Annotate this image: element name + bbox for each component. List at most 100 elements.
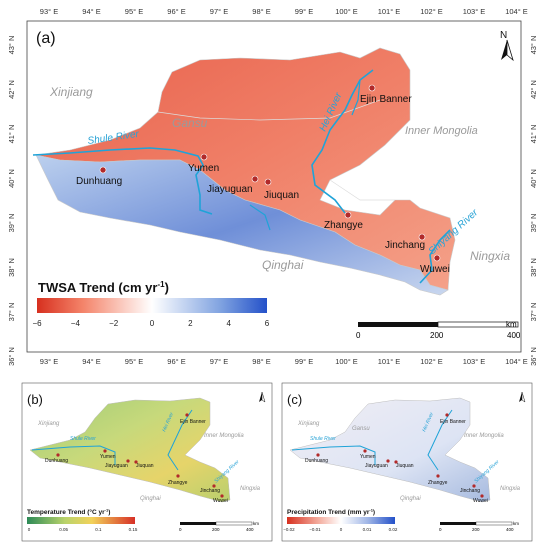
city-label: Zhangye [428, 480, 448, 486]
city-wuwei: Wuwei [420, 254, 450, 275]
panel-b-river [167, 409, 193, 471]
lon-tick-label: 102° E [420, 7, 443, 16]
city-label: Zhangye [168, 480, 188, 486]
city-label: Dunhuang [305, 458, 328, 464]
panel-b-label: (b) [27, 392, 43, 407]
colorbar-tick-label: 0.02 [389, 527, 398, 532]
city-label: Wuwei [213, 498, 228, 504]
city-jiayuguan: Jiayuguan [207, 175, 259, 195]
hei-river-branch [351, 79, 361, 116]
panel-a-bottom-ticks: 93° E 94° E 95° E 96° E 97° E 98° E 99° E 100° … [40, 357, 528, 366]
north-arrow-icon [259, 391, 266, 403]
scale-tick-0: 0 [356, 331, 361, 340]
lat-tick-label: 38° N [529, 258, 538, 277]
city-label: Ejin Banner [180, 419, 206, 425]
city-marker [99, 166, 107, 174]
region-qinghai: Qinghai [140, 496, 161, 502]
city-marker [185, 413, 189, 417]
panel-a: 93° E 94° E 95° E 96° E 97° E 98° E 99° E 100° … [7, 7, 538, 366]
colorbar-tick-label: 0.01 [363, 527, 372, 532]
panel-b-map [29, 397, 231, 503]
city-marker [316, 453, 320, 457]
lat-tick-label: 37° N [529, 303, 538, 322]
lon-tick-label: 103° E [463, 357, 486, 366]
city-label: Jinchang [200, 488, 220, 494]
city-dunhuang: Dunhuang [76, 166, 122, 187]
lat-tick-label: 41° N [7, 125, 16, 144]
region-inner-mongolia: Inner Mongolia [405, 125, 478, 137]
scale-bar-black [440, 522, 476, 525]
panel-b-river [31, 445, 116, 465]
colorbar-tick-label: −0.02 [283, 527, 295, 532]
city-label: Dunhuang [45, 458, 68, 464]
panel-c: (c) Xinjiang Gansu Inner Mongolia Qingha… [281, 382, 533, 542]
shule-river-line [32, 147, 213, 215]
colorbar-tick-label: −4 [71, 319, 81, 328]
city-label: Wuwei [420, 264, 450, 275]
north-arrow-icon [519, 391, 526, 403]
region-xinjiang: Xinjiang [297, 421, 320, 427]
lat-tick-label: 40° N [7, 169, 16, 188]
panel-c-map [289, 397, 491, 503]
colorbar-b-ticks: 0 0.05 0.1 0.15 [28, 527, 138, 532]
city-label: Jiayuguan [365, 463, 388, 469]
colorbar-tick-label: 0.1 [95, 527, 102, 532]
city-marker [418, 233, 426, 241]
lon-tick-label: 96° E [167, 7, 185, 16]
scale-unit: km [513, 521, 519, 526]
lon-tick-label: 98° E [252, 7, 270, 16]
city-label: Zhangye [324, 220, 363, 231]
scale-bar-black [180, 522, 216, 525]
lat-tick-label: 43° N [7, 36, 16, 55]
city-marker [480, 494, 484, 498]
city-label: Yumen [188, 163, 219, 174]
city-marker [56, 453, 60, 457]
lon-tick-label: 96° E [167, 357, 185, 366]
city-marker [134, 460, 138, 464]
city-label: Jiuquan [136, 463, 154, 469]
lat-tick-label: 39° N [7, 214, 16, 233]
city-marker [103, 449, 107, 453]
province-border [157, 99, 381, 121]
city-marker [436, 474, 440, 478]
north-label: N [500, 30, 507, 41]
lon-tick-label: 103° E [463, 7, 486, 16]
city-marker [386, 459, 390, 463]
lat-tick-label: 42° N [7, 80, 16, 99]
colorbar-b-title: Temperature Trend (°C yr-1) [27, 508, 110, 517]
city-marker [445, 413, 449, 417]
panel-a-right-ticks: 43° N 42° N 41° N 40° N 39° N 38° N 37° N 36° N [529, 36, 538, 366]
region-xinjiang: Xinjiang [49, 85, 93, 99]
region-inner-mongolia: Inner Mongolia [464, 433, 504, 439]
colorbar-a-bar [37, 298, 267, 313]
colorbar-tick-label: 0 [150, 319, 155, 328]
colorbar-c-title: Precipitation Trend (mm yr-1) [287, 508, 375, 517]
city-marker [433, 254, 441, 262]
city-label: Ejin Banner [440, 419, 466, 425]
city-jiuquan: Jiuquan [264, 178, 299, 201]
lon-tick-label: 93° E [40, 357, 58, 366]
panel-a-left-ticks: 43° N 42° N 41° N 40° N 39° N 38° N 37° N 36° N [7, 36, 16, 366]
lat-tick-label: 42° N [529, 80, 538, 99]
lon-tick-label: 97° E [210, 7, 228, 16]
city-label: Jiuquan [396, 463, 414, 469]
colorbar-a-title: TWSA Trend (cm yr-1) [38, 280, 169, 295]
lon-tick-label: 95° E [125, 7, 143, 16]
colorbar-tick-label: 0.05 [59, 527, 68, 532]
lat-tick-label: 43° N [529, 36, 538, 55]
city-label: Wuwei [473, 498, 488, 504]
panel-b: (a) (b) Xinjiang Inner Mongolia Qinghai … [21, 382, 273, 542]
panel-a-label: (a) [36, 30, 56, 47]
colorbar-tick-label: 2 [188, 319, 193, 328]
panel-a-top-ticks: 93° E 94° E 95° E 96° E 97° E 98° E 99° E 100° … [40, 7, 528, 16]
scale-tick-400: 400 [507, 331, 521, 340]
shiyang-river-line [419, 229, 451, 284]
lat-tick-label: 37° N [7, 303, 16, 322]
scale-tick-200: 200 [472, 527, 480, 532]
lon-tick-label: 95° E [125, 357, 143, 366]
city-label: Jiayuguan [105, 463, 128, 469]
panel-c-label: (c) [287, 392, 302, 407]
north-arrow-icon: N [500, 30, 514, 62]
scale-bar-black [358, 322, 438, 327]
colorbar-tick-label: 0.15 [129, 527, 138, 532]
